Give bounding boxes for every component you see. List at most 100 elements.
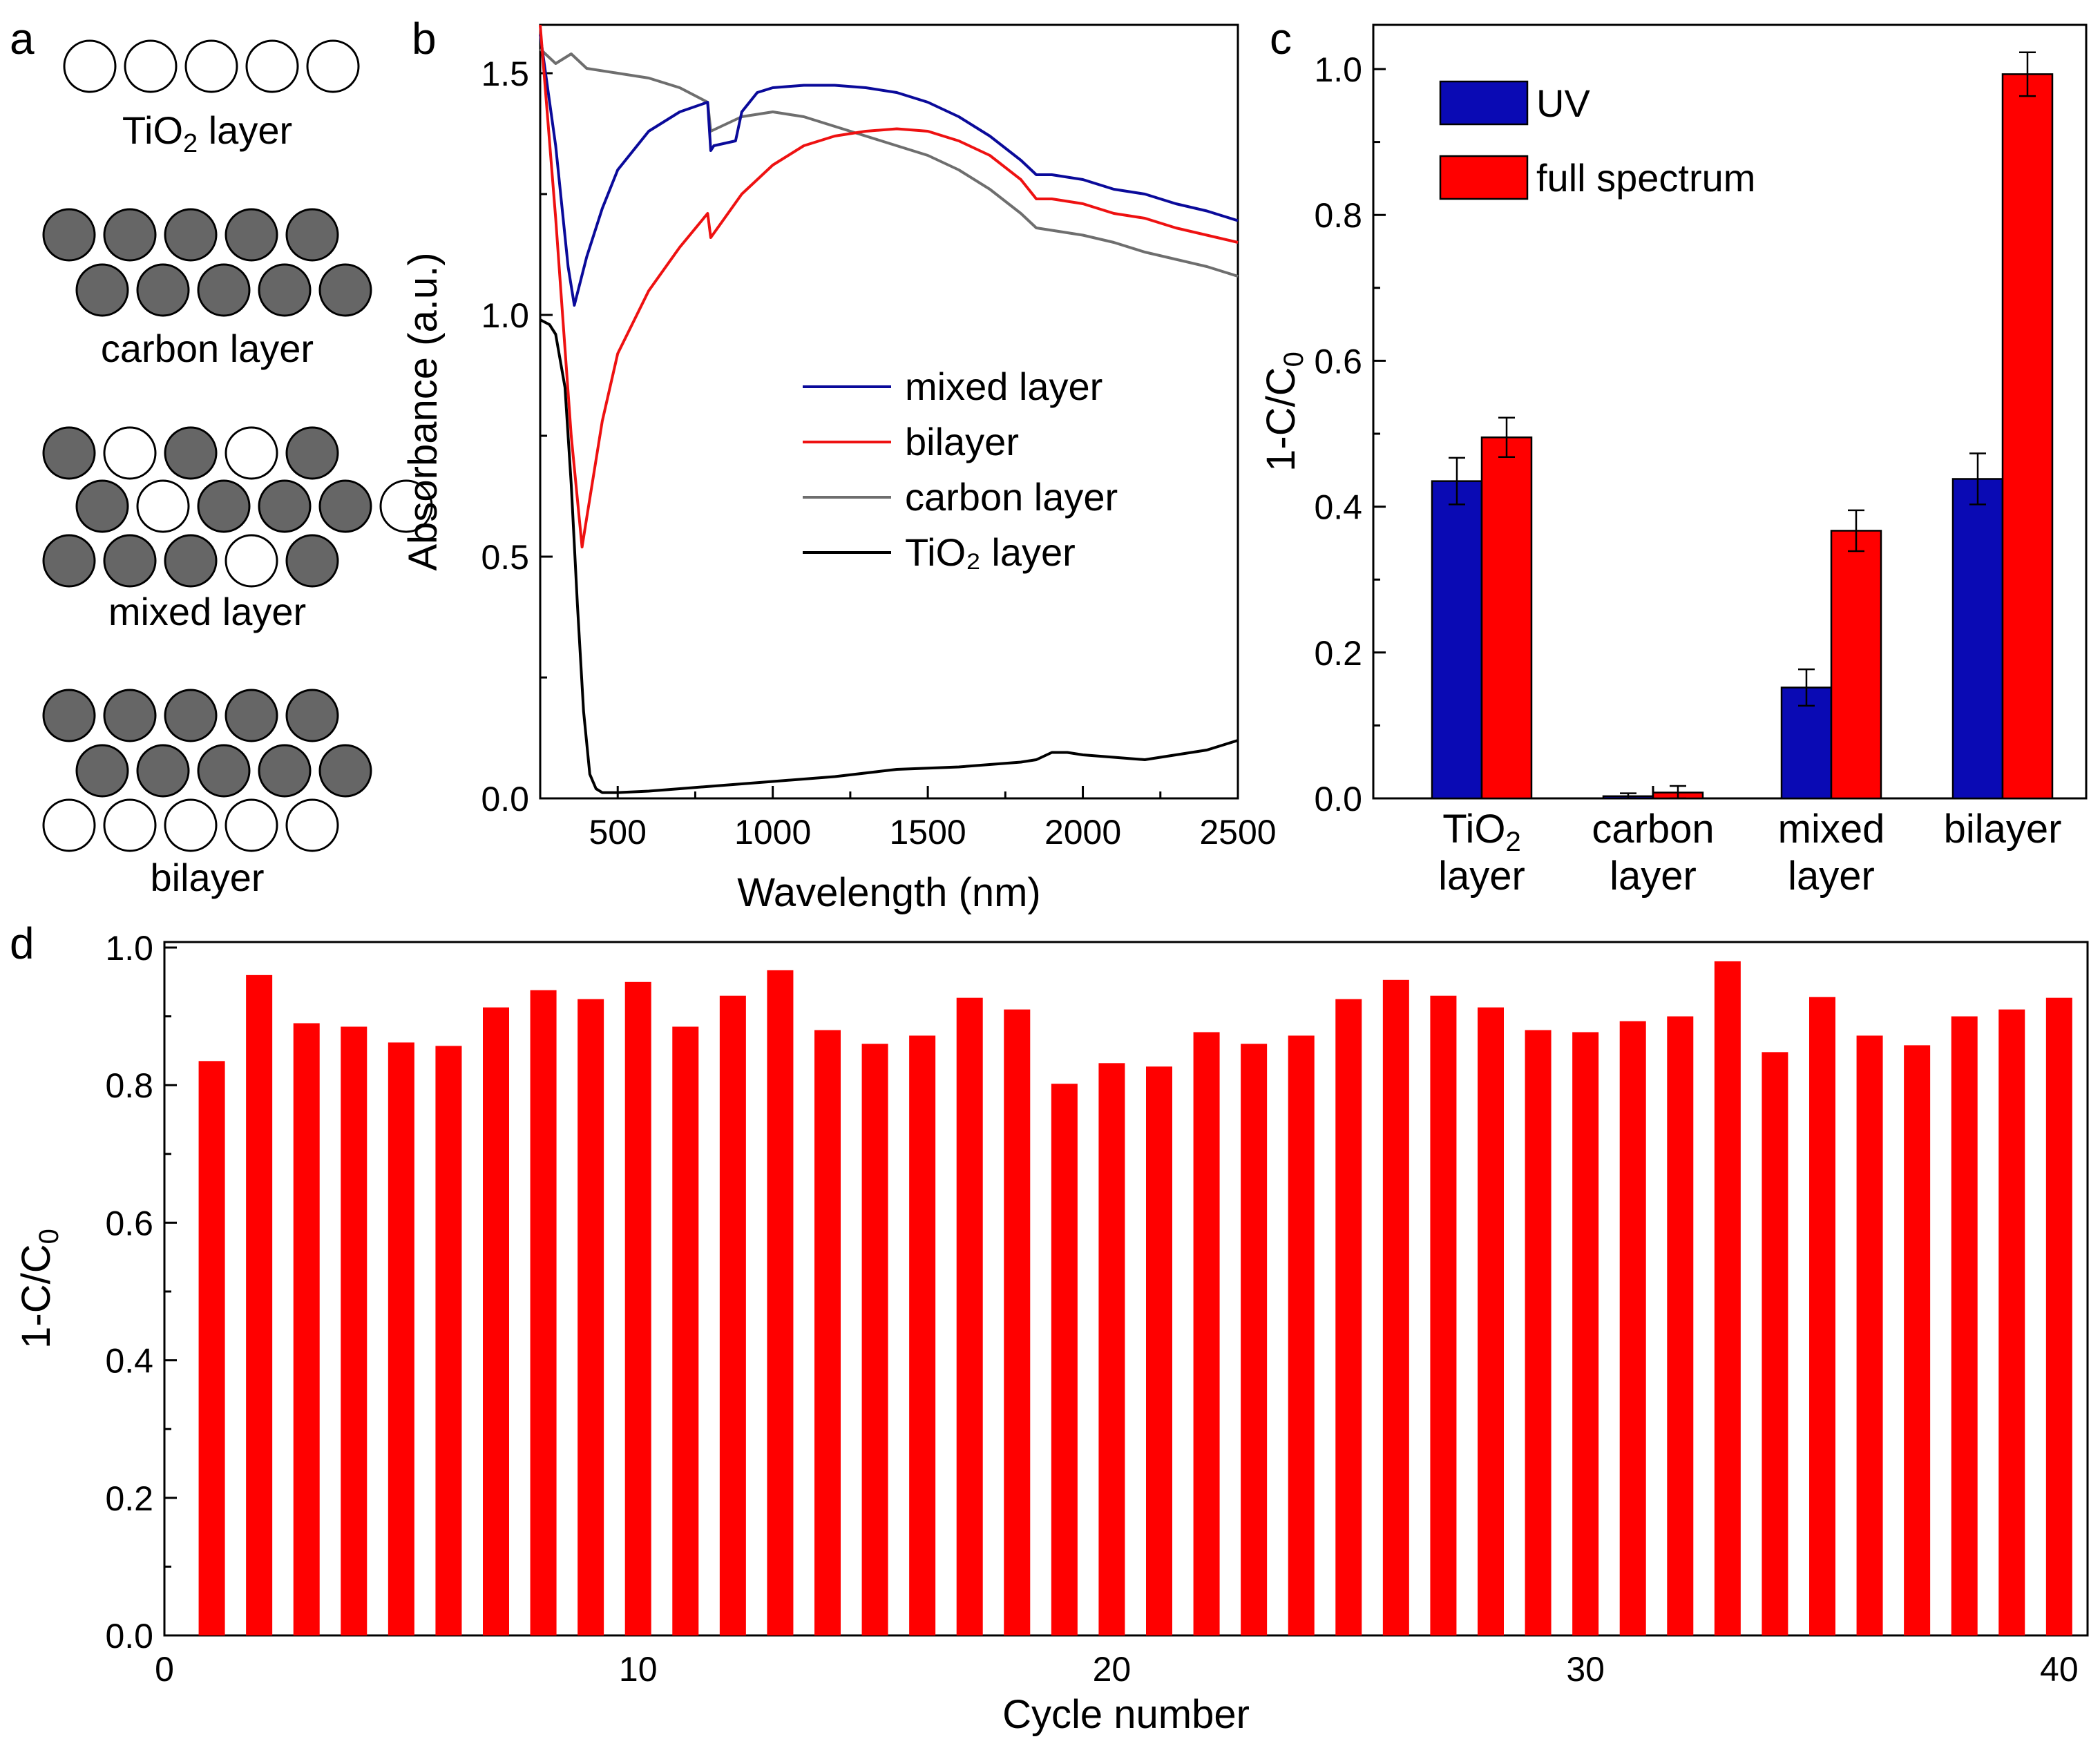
plot-frame-b (539, 23, 1239, 800)
y-axis-label-c: 1-C/C0 (1259, 352, 1309, 472)
schematic-panel (42, 39, 433, 852)
legend-swatch-c (1439, 155, 1529, 200)
x-tick-label-b: 2000 (1044, 813, 1121, 852)
bar-d-cycle-32 (1667, 1016, 1694, 1635)
bar-d-cycle-33 (1714, 961, 1741, 1635)
tio2-particle-bilayer-r3-2 (164, 798, 218, 852)
carbon-particle-bilayer-r1-0 (42, 689, 96, 742)
legend-c: UV full spectrum (1439, 80, 1755, 200)
bar-d-cycle-26 (1382, 979, 1409, 1635)
y-tick-label-d: 1.0 (105, 929, 153, 968)
carbon-particle-bilayer-r1-4 (285, 689, 339, 742)
y-tick-label-d: 0.4 (105, 1342, 153, 1381)
legend-label-b: mixed layer (905, 365, 1102, 408)
carbon-particle-bilayer-r1-1 (103, 689, 157, 742)
category-label-c-line2: layer (1788, 854, 1875, 899)
x-axis-b: 500 1000 1500 2000 2500 (589, 786, 1277, 852)
bar-d-cycle-36 (1856, 1035, 1883, 1635)
schematic-label-tio2: TiO2 layer (122, 108, 292, 158)
carbon-particle-carbon-r2-3 (258, 263, 312, 317)
category-label-c: TiO2 (1442, 807, 1521, 857)
bar-d-cycle-34 (1762, 1052, 1788, 1635)
x-tick-label-d: 20 (1093, 1650, 1132, 1689)
bar-d-cycle-35 (1809, 997, 1835, 1635)
carbon-particle-bilayer-r2-4 (318, 744, 372, 798)
bar-d-cycle-12 (719, 995, 746, 1635)
carbon-particle-carbon-r2-2 (197, 263, 251, 317)
y-axis-label-b: Absorbance (a.u.) (401, 252, 446, 570)
bar-d-cycle-4 (341, 1026, 368, 1635)
legend-label-b: TiO₂ layer (905, 530, 1076, 574)
x-tick-label-b: 500 (589, 813, 647, 852)
tio2-particle-bilayer-r3-3 (225, 798, 278, 852)
tio2-particle-mixed-r1-1 (103, 426, 157, 480)
panel-letter-b: b (412, 14, 437, 64)
tio2-particle-mixed-r3-3 (225, 534, 278, 588)
x-tick-label-b: 2500 (1199, 813, 1276, 852)
schematic-label-mixed: mixed layer (108, 590, 306, 633)
bar-d-cycle-16 (909, 1035, 936, 1635)
x-axis-label-b: Wavelength (nm) (737, 870, 1040, 915)
carbon-particle-mixed-r1-2 (164, 426, 218, 480)
carbon-particle-carbon-r2-0 (75, 263, 129, 317)
bar-d-cycle-1 (198, 1061, 225, 1635)
schematic-label-bilayer: bilayer (151, 856, 265, 899)
tio2-particle-bilayer-r3-0 (42, 798, 96, 852)
plot-frame-d (163, 941, 2089, 1637)
bar-c-uv-0 (1431, 480, 1483, 800)
x-tick-label-d: 0 (155, 1650, 174, 1689)
category-label-c-line2: layer (1610, 854, 1697, 899)
bar-d-cycle-20 (1098, 1063, 1125, 1635)
legend-b: mixed layer bilayer carbon layer TiO₂ layer (803, 365, 1118, 574)
bar-d-cycle-6 (435, 1046, 462, 1635)
y-tick-label-b: 1.0 (481, 296, 529, 335)
tio2-particle-tio2-r1-4 (306, 39, 360, 93)
y-tick-label-d: 0.6 (105, 1204, 153, 1242)
series-line-mixed-layer (539, 34, 1239, 307)
x-tick-label-d: 40 (2040, 1650, 2079, 1689)
tio2-particle-tio2-r1-0 (63, 39, 117, 93)
bar-d-cycle-10 (624, 981, 651, 1635)
bar-d-cycle-31 (1619, 1021, 1646, 1635)
legend-label-b: carbon layer (905, 475, 1118, 519)
bar-d-cycle-24 (1288, 1035, 1315, 1635)
bar-d-cycle-19 (1051, 1084, 1078, 1635)
legend-label-c: UV (1536, 81, 1590, 125)
bar-c-uv-3 (1951, 478, 2004, 800)
legend-label-c: full spectrum (1536, 156, 1755, 200)
bar-d-cycle-8 (530, 990, 557, 1635)
bar-c-full-2 (1830, 530, 1882, 800)
carbon-particle-mixed-r1-4 (285, 426, 339, 480)
carbon-particle-bilayer-r1-2 (164, 689, 218, 742)
y-tick-label-b: 0.0 (481, 780, 529, 818)
y-tick-label-d: 0.0 (105, 1617, 153, 1655)
series-line-tio-layer (540, 318, 1239, 794)
bar-d-cycle-27 (1430, 995, 1457, 1635)
y-tick-label-c: 0.6 (1314, 342, 1362, 381)
series-line-bilayer (539, 24, 1239, 548)
tio2-particle-mixed-r2-5 (379, 479, 433, 533)
tio2-particle-bilayer-r3-4 (285, 798, 339, 852)
carbon-particle-mixed-r2-4 (318, 479, 372, 533)
bar-d-cycle-13 (767, 970, 794, 1635)
x-axis-d: 0 10 20 30 40 (155, 1623, 2079, 1689)
bar-c-full-0 (1480, 436, 1533, 800)
carbon-particle-carbon-r1-1 (103, 208, 157, 262)
y-tick-label-c: 1.0 (1314, 50, 1362, 89)
absorbance-chart: 0.0 0.5 1.0 1.5 500 1000 1500 2000 2500 mixed l… (401, 23, 1277, 915)
bar-d-cycle-18 (1004, 1009, 1031, 1635)
bar-d-cycle-5 (388, 1042, 414, 1635)
carbon-particle-bilayer-r1-3 (225, 689, 278, 742)
x-tick-label-b: 1500 (889, 813, 966, 852)
bar-d-cycle-30 (1572, 1032, 1599, 1635)
carbon-particle-bilayer-r2-1 (136, 744, 190, 798)
carbon-particle-mixed-r2-2 (197, 479, 251, 533)
carbon-particle-mixed-r3-1 (103, 534, 157, 588)
panel-letter-a: a (10, 14, 35, 64)
bar-d-cycle-3 (293, 1023, 320, 1635)
tio2-particle-tio2-r1-2 (184, 39, 238, 93)
bar-d-cycle-21 (1146, 1066, 1172, 1635)
carbon-particle-bilayer-r2-0 (75, 744, 129, 798)
